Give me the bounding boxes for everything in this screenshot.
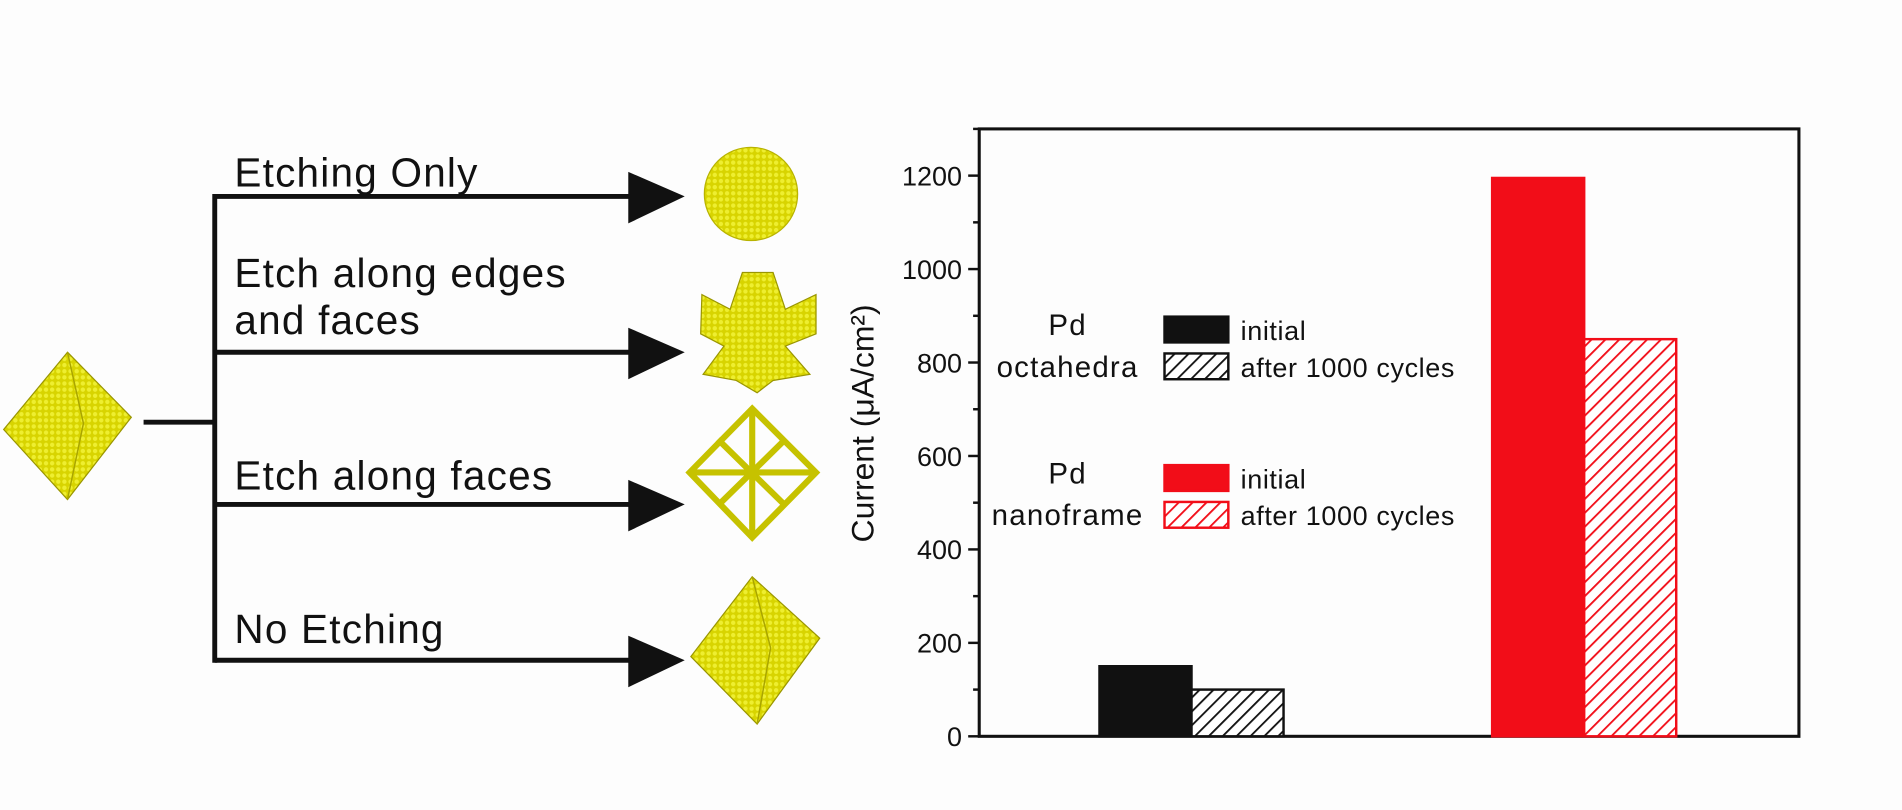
legend-swatch [1163,315,1230,344]
branch-label: and faces [234,297,421,343]
legend-label: after 1000 cycles [1241,353,1455,383]
y-tick-label: 1000 [902,255,962,285]
branch-label: Etching Only [234,150,478,196]
legend-label: initial [1241,316,1307,346]
y-tick-label: 400 [917,535,962,565]
branch-label: Etch along faces [234,453,553,499]
sphere [703,146,799,242]
bar [1098,665,1193,738]
branch-label: No Etching [234,606,444,652]
bar [1490,176,1586,738]
y-tick-label: 1200 [902,161,962,191]
frame-octahedron [685,404,821,542]
legend-label: after 1000 cycles [1241,501,1455,531]
solid-octahedron [690,575,821,725]
bar [1190,688,1285,738]
source-octahedron [2,351,133,501]
legend-swatch [1163,500,1230,529]
y-tick-label: 0 [947,722,962,752]
legend-label: initial [1241,464,1307,494]
legend-group-label: nanoframe [992,499,1144,532]
y-tick-label: 600 [917,442,962,472]
bar [1582,337,1678,738]
legend-swatch [1163,463,1230,493]
diagram [2,146,821,725]
y-tick-label: 800 [917,348,962,378]
legend-swatch [1163,352,1230,381]
legend-group-label: Pd [1048,309,1086,342]
plot-frame [977,127,1801,738]
legend-group-label: Pd [1048,458,1086,491]
branch-label: Etch along edges [234,250,566,296]
star-shape [700,271,817,394]
y-tick-label: 200 [917,629,962,659]
legend-group-label: octahedra [997,351,1139,384]
y-axis-label: Current (μA/cm²) [845,304,881,542]
arrows [214,171,685,688]
